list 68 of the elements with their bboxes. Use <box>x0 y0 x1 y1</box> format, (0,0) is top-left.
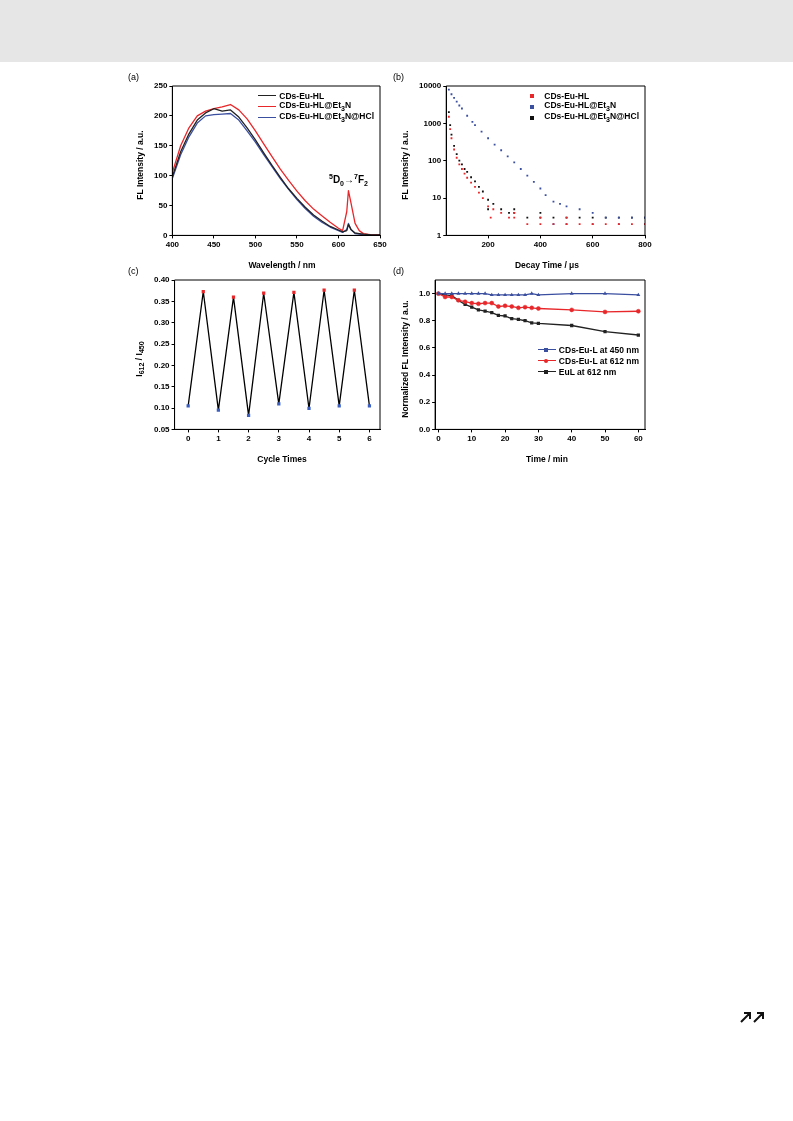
x-tick-label: 450 <box>207 240 222 250</box>
x-tick-label: 600 <box>331 240 346 250</box>
y-axis-title: Normalized FL Intensity / a.u. <box>400 300 410 418</box>
y-tick-label: 100 <box>427 155 442 165</box>
y-tick-label: 0.25 <box>153 339 171 349</box>
x-tick-label: 200 <box>481 240 496 250</box>
y-tick-label: 0.30 <box>153 317 171 327</box>
x-tick-label: 10 <box>467 434 477 444</box>
x-tick-label: 30 <box>533 434 544 444</box>
x-tick-label: 4 <box>306 434 312 444</box>
legend-label: CDs-Eu-HL <box>279 90 325 101</box>
y-tick-label: 0.05 <box>153 424 171 434</box>
x-tick-label: 600 <box>586 240 600 250</box>
y-tick-label: 0.40 <box>153 275 171 285</box>
x-tick-label: 2 <box>246 434 252 444</box>
x-axis-title: Time / min <box>525 454 569 464</box>
x-tick-label: 6 <box>367 434 373 444</box>
x-axis-title: Wavelength / nm <box>247 260 317 270</box>
legend-label: CDs-Eu-HL <box>544 90 590 101</box>
y-tick-label: 0.2 <box>419 397 431 407</box>
x-tick-label: 20 <box>500 434 511 444</box>
x-tick-label: 400 <box>533 240 548 250</box>
y-tick-label: 0.8 <box>419 315 431 325</box>
y-tick-label: 0.0 <box>419 424 431 434</box>
x-tick-label: 400 <box>165 240 180 250</box>
y-tick-label: 100 <box>153 170 168 180</box>
text: (b) <box>393 72 404 82</box>
y-tick-label: 150 <box>153 140 168 150</box>
x-axis-title: Cycle Times <box>256 454 308 464</box>
y-tick-label: 50 <box>158 200 168 210</box>
y-tick-label: 0.35 <box>153 296 171 306</box>
legend-label: CDs-Eu-HL@Et$_{3}$N@HCl <box>544 111 639 124</box>
x-tick-label: 3 <box>276 434 282 444</box>
y-tick-label: 0.10 <box>153 403 171 413</box>
legend-label: CDs-Eu-L at 612 nm <box>558 355 639 366</box>
legend-label: CDs-Eu-HL@Et$_{3}$N <box>279 100 352 113</box>
x-tick-label: 0 <box>185 434 191 444</box>
y-tick-label: 0 <box>162 230 168 240</box>
y-axis-title: FL Intensity / a.u. <box>135 130 145 200</box>
x-tick-label: 650 <box>373 240 388 250</box>
x-tick-label: 1 <box>216 434 222 444</box>
x-axis-title: Decay Time / μs <box>513 260 581 270</box>
x-tick-label: 5 <box>336 434 342 444</box>
y-tick-label: 200 <box>153 111 168 121</box>
legend-label: CDs-Eu-L at 450 nm <box>558 344 639 355</box>
y-axis-title: FL Intensity / a.u. <box>400 130 410 200</box>
text: (c) <box>128 266 139 276</box>
legend-label: CDs-Eu-HL@Et$_{3}$N <box>544 100 617 113</box>
y-tick-label: 250 <box>153 81 168 91</box>
y-tick-label: 0.4 <box>419 370 431 380</box>
x-tick-label: 550 <box>290 240 305 250</box>
x-tick-label: 40 <box>567 434 577 444</box>
y-tick-label: 1 <box>436 230 442 240</box>
x-tick-label: 50 <box>600 434 611 444</box>
x-tick-label: 800 <box>638 240 653 250</box>
y-tick-label: 10000 <box>419 81 442 91</box>
x-tick-label: 500 <box>248 240 263 250</box>
y-tick-label: 0.20 <box>153 360 171 370</box>
y-tick-label: 10 <box>432 193 442 203</box>
text: (d) <box>393 266 404 276</box>
y-tick-label: 0.15 <box>153 381 171 391</box>
x-tick-label: 60 <box>633 434 644 444</box>
legend-label: EuL at 612 nm <box>558 366 617 377</box>
legend-label: CDs-Eu-HL@Et$_{3}$N@HCl <box>279 111 374 124</box>
text: (a) <box>128 72 139 82</box>
y-tick-label: 1.0 <box>419 288 431 298</box>
y-tick-label: 0.6 <box>419 343 431 353</box>
y-tick-label: 1000 <box>423 118 442 128</box>
